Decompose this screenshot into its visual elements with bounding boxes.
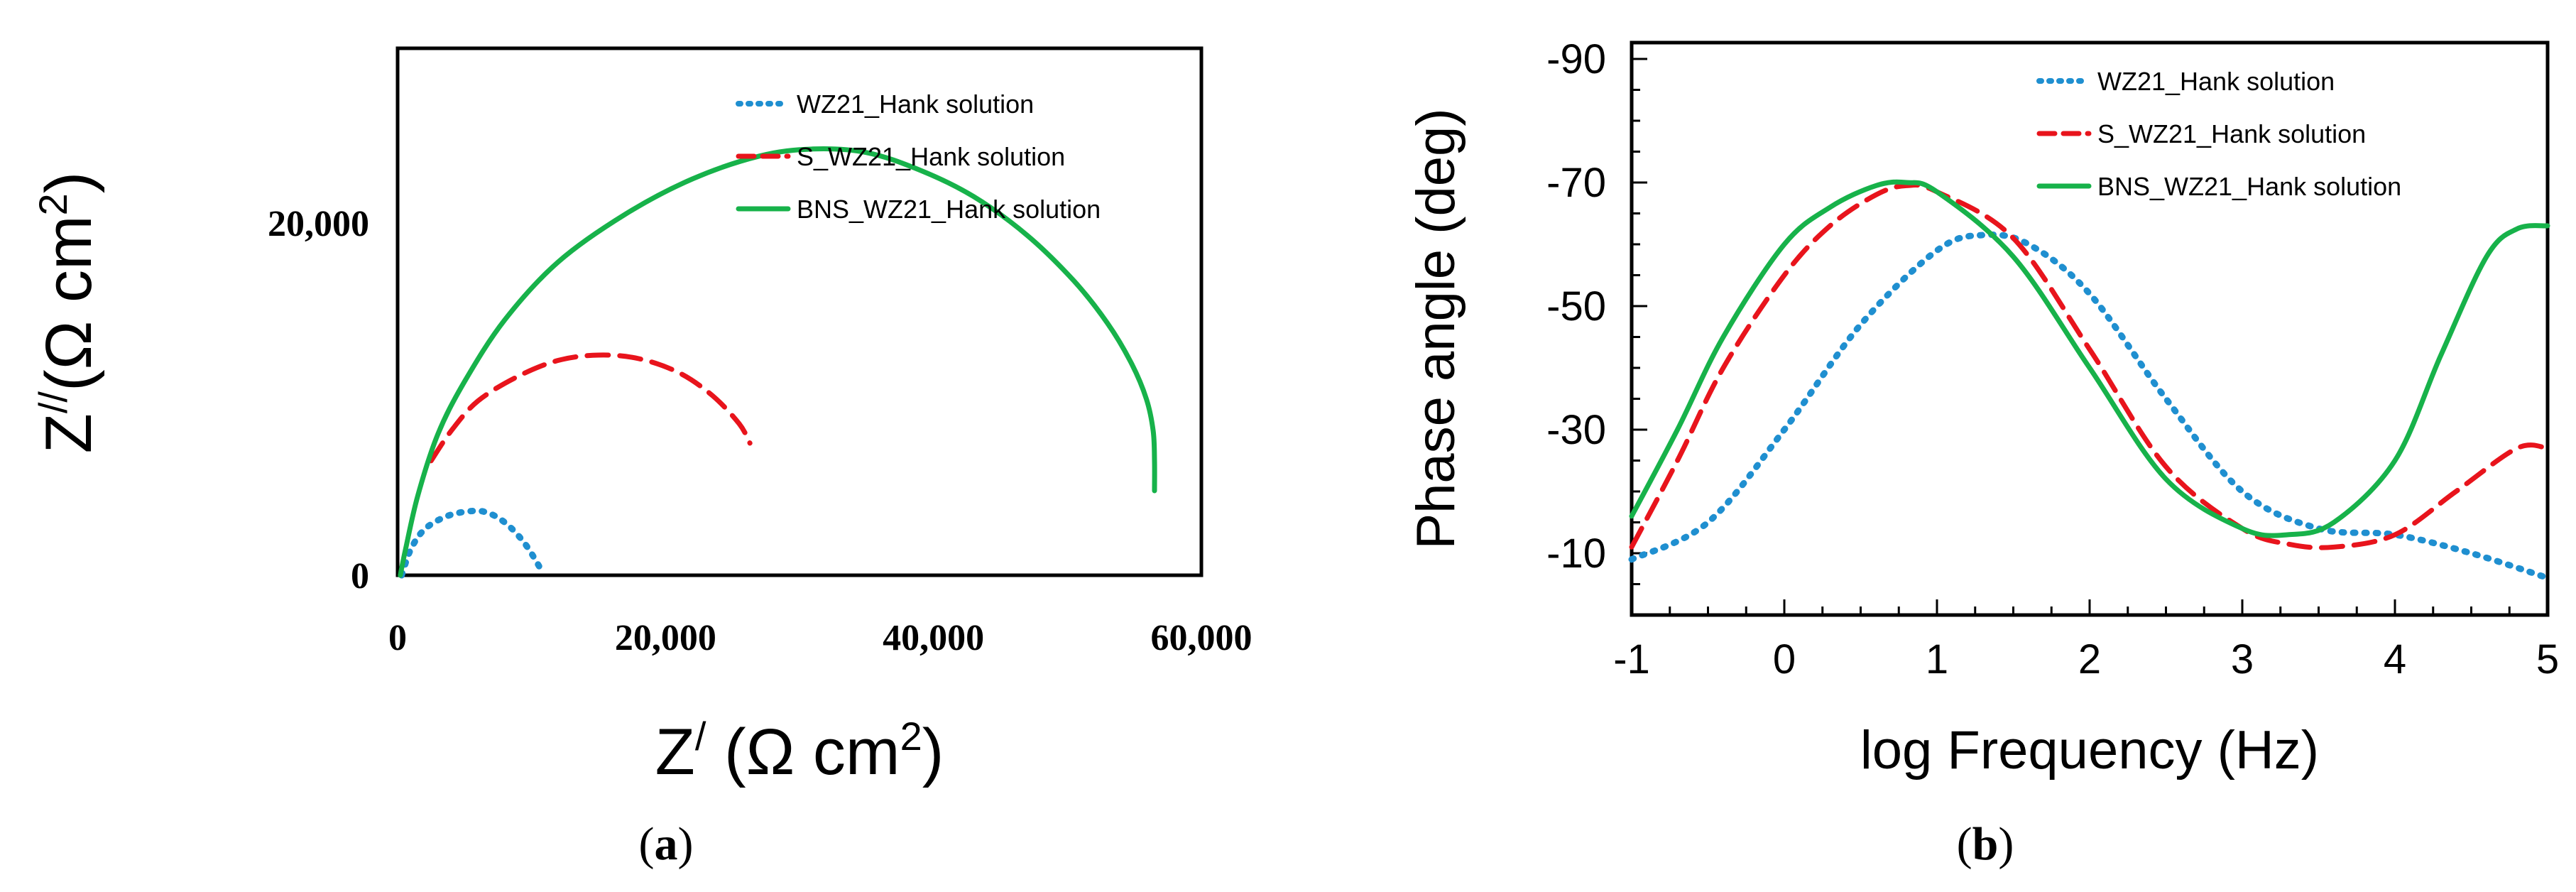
panel-b-x-axis-label: log Frequency (Hz)	[1860, 720, 2319, 780]
panel-a-legend-label-1: WZ21_Hank solution	[797, 89, 1034, 119]
panel-a-legend-label-2: S_WZ21_Hank solution	[797, 142, 1065, 171]
panel-a-legend: WZ21_Hank solution S_WZ21_Hank solution BN…	[736, 89, 1101, 224]
panel-a-x-tick-label-3: 60,000	[1151, 618, 1252, 658]
panel-b-legend-label-1: WZ21_Hank solution	[2097, 67, 2335, 96]
panel-b-legend-label-3: BNS_WZ21_Hank solution	[2097, 172, 2401, 201]
panel-a-caption: (a)	[639, 818, 694, 870]
panel-a-x-tick-label-2: 40,000	[883, 618, 984, 658]
panel-b-tick-labels: -1 0 1 2 3 4 5-10-30-50-70-90	[1546, 36, 2559, 682]
panel-a-y-axis-label: Z//(Ω cm2)	[31, 172, 105, 454]
panel-b-x-tick-label-5: 4	[2384, 636, 2406, 682]
panel-b-legend: WZ21_Hank solution S_WZ21_Hank solution BN…	[2036, 67, 2401, 201]
panel-a-x-close: )	[922, 716, 944, 788]
panel-b-bode-phase-plot: -1 0 1 2 3 4 5-10-30-50-70-90 WZ21_Hank soluti…	[1406, 36, 2559, 870]
panel-b-series-2-line	[1629, 183, 2550, 550]
panel-a-series	[398, 146, 1157, 579]
panel-a-y-unit-sup: 2	[31, 193, 75, 215]
panel-a-y-tick-label-0: 0	[351, 556, 369, 597]
panel-a-legend-label-3: BNS_WZ21_Hank solution	[797, 195, 1101, 224]
panel-b-caption: (b)	[1957, 818, 2014, 870]
panel-b-plot-frame	[1630, 40, 2550, 617]
panel-b-series-1-line	[1628, 231, 2551, 582]
panel-b-y-tick-label-4: -90	[1546, 36, 1606, 82]
panel-b-x-tick-label-1: 0	[1773, 636, 1796, 682]
panel-b-x-tick-label-2: 1	[1926, 636, 1948, 682]
panel-b-x-tick-label-0: -1	[1613, 636, 1650, 682]
panel-b-caption-letter: b	[1972, 818, 1999, 870]
panel-a-x-axis-label: Z/ (Ω cm2)	[655, 714, 944, 788]
panel-b-legend-label-2: S_WZ21_Hank solution	[2097, 119, 2366, 148]
panel-b-y-tick-label-0: -10	[1546, 531, 1606, 577]
panel-a-series-1-line	[398, 507, 546, 579]
panel-a-series-3-line	[398, 146, 1157, 578]
panel-a-y-close: )	[33, 172, 105, 194]
panel-a-y-unit: (Ω cm	[33, 215, 105, 391]
panel-b-ticks	[1630, 58, 2549, 616]
panel-a-y-tick-label-1: 20,000	[268, 204, 369, 244]
panel-a-y-main: Z	[33, 413, 105, 453]
panel-a-series-2-line	[428, 352, 753, 464]
panel-b-y-tick-label-3: -70	[1546, 160, 1606, 206]
panel-a-x-unit-sup: 2	[900, 714, 922, 758]
panel-b-y-tick-label-2: -50	[1546, 283, 1606, 330]
panel-b-series-3-line	[1629, 179, 2550, 538]
panel-b-y-axis-label: Phase angle (deg)	[1406, 108, 1466, 549]
panel-b-y-tick-label-1: -30	[1546, 407, 1606, 453]
panel-a-plot-frame	[395, 46, 1204, 577]
panel-b-x-tick-label-4: 3	[2231, 636, 2254, 682]
panel-a-x-sup: /	[695, 714, 706, 758]
panel-a-x-unit: (Ω cm	[706, 716, 900, 788]
panel-a-caption-letter: a	[655, 818, 678, 870]
panel-b-x-tick-label-6: 5	[2536, 636, 2559, 682]
panel-b-series	[1628, 179, 2551, 582]
panel-a-x-tick-label-1: 20,000	[615, 618, 716, 658]
panel-b-x-tick-label-3: 2	[2078, 636, 2101, 682]
panel-a-y-sup: //	[31, 391, 75, 414]
panel-a-x-tick-label-0: 0	[388, 618, 407, 658]
panel-a-x-main: Z	[655, 716, 695, 788]
